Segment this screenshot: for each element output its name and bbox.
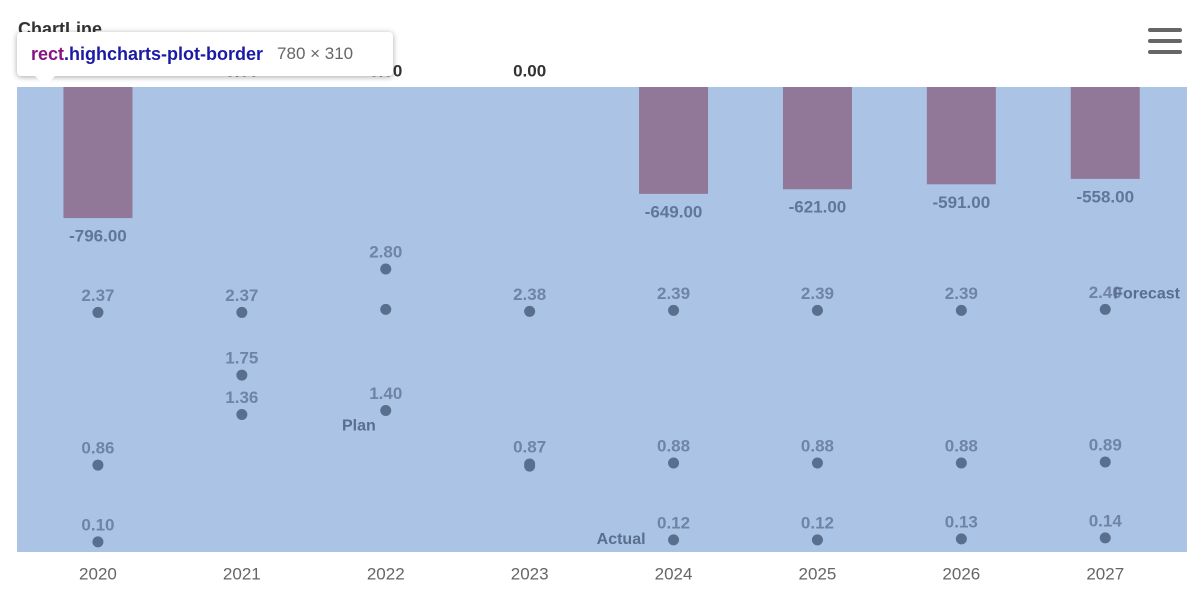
point-label: 2.40 bbox=[1089, 283, 1122, 302]
point bbox=[380, 263, 392, 275]
point-label: 1.36 bbox=[225, 388, 258, 407]
point-label: 1.75 bbox=[225, 349, 258, 368]
point-label: 0.88 bbox=[945, 437, 978, 456]
bar-label: -558.00 bbox=[1076, 187, 1134, 206]
tooltip-size: 780 × 310 bbox=[277, 44, 354, 63]
x-tick-label: 2023 bbox=[511, 564, 549, 583]
x-tick-label: 2024 bbox=[655, 564, 693, 583]
point-label: 2.80 bbox=[369, 242, 402, 261]
point-label: 0.87 bbox=[513, 438, 546, 457]
point-label: 0.88 bbox=[801, 437, 834, 456]
point bbox=[92, 536, 104, 548]
plot-background bbox=[17, 87, 1187, 552]
point bbox=[524, 460, 536, 472]
x-tick-label: 2025 bbox=[799, 564, 837, 583]
series-name: Actual bbox=[597, 531, 646, 548]
bar-label: -796.00 bbox=[69, 227, 127, 246]
bar bbox=[926, 87, 996, 185]
point bbox=[668, 534, 680, 546]
bar-label: -621.00 bbox=[789, 198, 847, 217]
point bbox=[811, 304, 823, 316]
point-label: 2.39 bbox=[801, 284, 834, 303]
point-label: 0.88 bbox=[657, 437, 690, 456]
devtools-tooltip: rect .highcharts-plot-border 780 × 310 bbox=[17, 32, 393, 86]
point bbox=[668, 304, 680, 316]
point-label: 0.10 bbox=[81, 515, 114, 534]
point bbox=[1099, 303, 1111, 315]
point bbox=[1099, 532, 1111, 544]
bar-label: -591.00 bbox=[933, 193, 991, 212]
point-label: 0.13 bbox=[945, 512, 978, 531]
series-name: Forecast bbox=[1113, 286, 1180, 303]
point-label: 0.12 bbox=[657, 513, 690, 532]
point-label: 0.89 bbox=[1089, 436, 1122, 455]
series-name: Plan bbox=[342, 418, 376, 435]
point-label: 2.39 bbox=[657, 284, 690, 303]
point-label: 1.40 bbox=[369, 384, 402, 403]
bar bbox=[782, 87, 852, 190]
tooltip-tag: rect bbox=[31, 43, 65, 64]
x-tick-label: 2027 bbox=[1086, 564, 1124, 583]
bar-label: -649.00 bbox=[645, 202, 703, 221]
point bbox=[380, 404, 392, 416]
point bbox=[955, 304, 967, 316]
point-label: 2.37 bbox=[81, 286, 114, 305]
point-label: 2.37 bbox=[225, 286, 258, 305]
x-tick-label: 2026 bbox=[942, 564, 980, 583]
x-tick-label: 2021 bbox=[223, 564, 261, 583]
bar-label: 0.00 bbox=[513, 61, 546, 80]
bar bbox=[63, 87, 133, 219]
point-label: 0.14 bbox=[1089, 511, 1123, 530]
point bbox=[380, 303, 392, 315]
tooltip-class: .highcharts-plot-border bbox=[64, 43, 264, 64]
bar bbox=[639, 87, 709, 194]
point bbox=[92, 459, 104, 471]
point bbox=[236, 369, 248, 381]
point bbox=[668, 457, 680, 469]
point-label: 2.38 bbox=[513, 285, 546, 304]
point bbox=[1099, 456, 1111, 468]
bar bbox=[1070, 87, 1140, 179]
point bbox=[811, 534, 823, 546]
point bbox=[92, 306, 104, 318]
point bbox=[955, 533, 967, 545]
point-label: 0.12 bbox=[801, 513, 834, 532]
menu-button[interactable] bbox=[1148, 28, 1182, 58]
point bbox=[811, 457, 823, 469]
point bbox=[236, 409, 248, 421]
x-tick-label: 2020 bbox=[79, 564, 117, 583]
point bbox=[524, 305, 536, 317]
point bbox=[236, 306, 248, 318]
x-tick-label: 2022 bbox=[367, 564, 405, 583]
point-label: 2.39 bbox=[945, 284, 978, 303]
point bbox=[955, 457, 967, 469]
point-label: 0.86 bbox=[81, 439, 114, 458]
